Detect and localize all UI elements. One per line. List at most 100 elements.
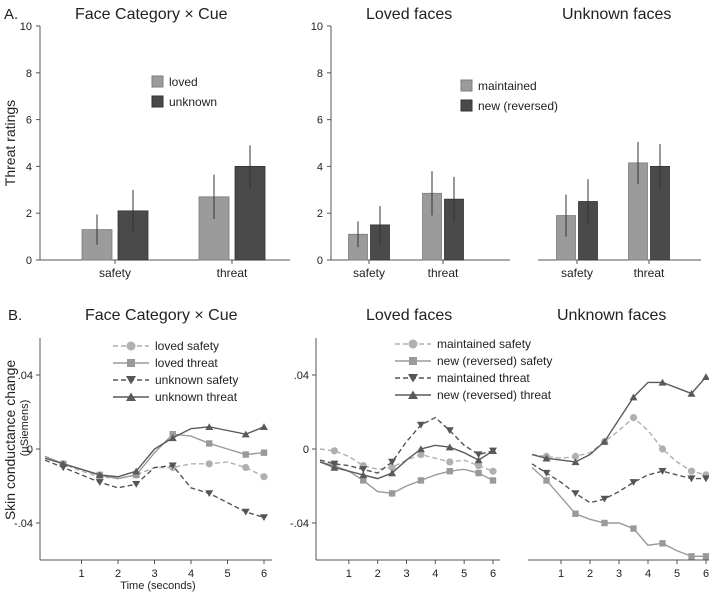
marker-circle xyxy=(242,463,250,472)
marker-circle xyxy=(417,450,425,459)
chart-a3-title: Unknown faces xyxy=(562,6,671,23)
legend-label: unknown safety xyxy=(155,373,238,387)
series-line xyxy=(531,376,707,463)
series-2 xyxy=(319,416,497,474)
marker-square xyxy=(242,451,249,458)
y-tick-label: 6 xyxy=(317,115,323,127)
y-tick-label: 0 xyxy=(27,444,33,456)
marker-triangle-up xyxy=(95,471,104,479)
b-y-axis-unit: (µSiemens) xyxy=(19,400,31,456)
series-3 xyxy=(44,423,268,479)
marker-triangle-down xyxy=(260,514,268,522)
legend-swatch xyxy=(151,75,164,88)
marker-circle xyxy=(126,341,136,351)
marker-circle xyxy=(687,467,696,475)
marker-triangle-down xyxy=(126,376,136,385)
marker-triangle-up xyxy=(445,443,454,451)
marker-circle xyxy=(388,463,396,472)
category-label: safety xyxy=(561,266,593,280)
y-tick-label: 2 xyxy=(26,208,32,220)
legend-label: loved threat xyxy=(155,356,218,370)
marker-triangle-up xyxy=(702,373,709,381)
series-line xyxy=(319,444,494,480)
x-tick-label: 5 xyxy=(461,568,467,580)
marker-square xyxy=(446,468,453,475)
series-line xyxy=(531,463,706,504)
legend-label: new (reversed) xyxy=(478,99,558,113)
b-y-axis-label: Skin conductance change xyxy=(2,360,18,521)
marker-triangle-up xyxy=(168,434,177,442)
series-2 xyxy=(531,463,709,504)
series-1 xyxy=(319,461,497,497)
series-0 xyxy=(531,413,709,479)
marker-square xyxy=(659,540,666,547)
x-tick-label: 5 xyxy=(674,568,680,580)
x-tick-label: 3 xyxy=(616,568,622,580)
category-label: threat xyxy=(217,266,248,280)
y-tick-label: -.04 xyxy=(14,518,33,530)
y-tick-label: 2 xyxy=(317,208,323,220)
marker-circle xyxy=(446,458,454,466)
marker-triangle-up xyxy=(260,423,268,430)
marker-square xyxy=(688,553,695,560)
marker-triangle-down xyxy=(95,479,104,486)
x-tick-label: 4 xyxy=(188,568,194,580)
marker-triangle-down xyxy=(542,469,551,477)
marker-triangle-down xyxy=(702,475,709,483)
marker-triangle-down xyxy=(408,374,418,383)
y-tick-label: .04 xyxy=(294,370,309,382)
marker-triangle-up xyxy=(658,378,667,386)
y-tick-label: 4 xyxy=(26,161,32,173)
marker-triangle-down xyxy=(388,458,397,466)
marker-triangle-up xyxy=(571,458,580,466)
marker-circle xyxy=(489,467,497,475)
marker-triangle-down xyxy=(600,495,609,503)
x-tick-label: 2 xyxy=(115,568,121,580)
x-tick-label: 4 xyxy=(432,568,438,580)
marker-triangle-down xyxy=(168,462,177,470)
y-tick-label: 0 xyxy=(26,255,32,267)
marker-circle xyxy=(474,462,483,470)
marker-triangle-up xyxy=(489,447,497,455)
series-1 xyxy=(44,431,268,480)
x-tick-label: 6 xyxy=(261,568,267,580)
legend-swatch xyxy=(460,79,473,92)
y-tick-label: 10 xyxy=(20,21,32,33)
marker-square xyxy=(572,510,579,517)
marker-triangle-down xyxy=(359,466,368,473)
category-label: safety xyxy=(99,266,131,280)
marker-triangle-up xyxy=(542,454,551,462)
panel-a-label: A. xyxy=(4,6,18,23)
marker-triangle-up xyxy=(388,469,397,477)
marker-circle xyxy=(330,447,339,455)
x-tick-label: 1 xyxy=(78,568,84,580)
category-label: threat xyxy=(428,266,459,280)
x-tick-label: 6 xyxy=(490,568,496,580)
marker-triangle-up xyxy=(408,390,418,399)
chart-b3-title: Unknown faces xyxy=(557,307,666,324)
marker-triangle-up xyxy=(416,445,425,453)
marker-square xyxy=(702,553,709,560)
marker-circle xyxy=(629,413,638,422)
x-tick-label: 3 xyxy=(151,568,157,580)
marker-triangle-down xyxy=(205,490,214,497)
chart-a2-title: Loved faces xyxy=(366,6,452,23)
marker-triangle-up xyxy=(126,392,136,401)
b-x-axis-label: Time (seconds) xyxy=(120,580,195,592)
panel-b-label: B. xyxy=(8,307,22,324)
marker-triangle-down xyxy=(241,508,250,516)
y-tick-label: -.04 xyxy=(290,518,309,530)
series-line xyxy=(44,433,265,480)
marker-circle xyxy=(408,339,418,349)
marker-triangle-down xyxy=(658,468,667,475)
marker-triangle-down xyxy=(474,451,483,459)
marker-square xyxy=(360,477,367,484)
marker-square xyxy=(475,469,482,477)
x-tick-label: 1 xyxy=(346,568,352,580)
category-label: threat xyxy=(634,266,665,280)
chart-b1-title: Face Category × Cue xyxy=(85,307,238,324)
series-line xyxy=(44,426,265,478)
marker-triangle-down xyxy=(445,427,454,435)
bar xyxy=(117,210,149,261)
